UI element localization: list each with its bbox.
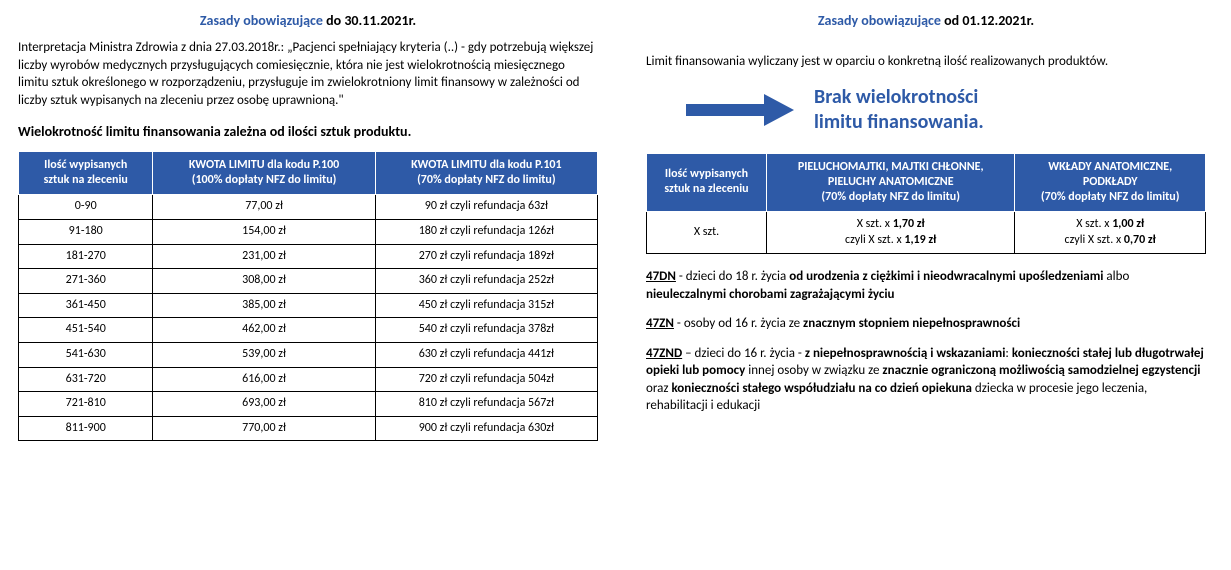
cell: 77,00 zł	[153, 195, 375, 220]
table-row: 361-450385,00 zł450 zł czyli refundacja …	[19, 293, 598, 318]
cell: 360 zł czyli refundacja 252zł	[375, 269, 597, 294]
cell: 451-540	[19, 318, 153, 343]
rules-after-title: Zasady obowiązujące od 01.12.2021r.	[646, 12, 1206, 29]
cell: 271-360	[19, 269, 153, 294]
cell: 631-720	[19, 367, 153, 392]
cell: 308,00 zł	[153, 269, 375, 294]
multiplicity-subtitle: Wielokrotność limitu finansowania zależn…	[18, 123, 598, 141]
cell: 361-450	[19, 293, 153, 318]
cell: 270 zł czyli refundacja 189zł	[375, 244, 597, 269]
cell: 181-270	[19, 244, 153, 269]
table-row: X szt. X szt. x 1,70 zł czyli X szt. x 1…	[647, 211, 1206, 254]
cell: 811-900	[19, 416, 153, 441]
table-row: 91-180154,00 zł180 zł czyli refundacja 1…	[19, 219, 598, 244]
table-row: 721-810693,00 zł810 zł czyli refundacja …	[19, 392, 598, 417]
title-blue: Zasady obowiązujące	[818, 12, 941, 29]
table-row: 181-270231,00 zł270 zł czyli refundacja …	[19, 244, 598, 269]
th-range: Ilość wypisanychsztuk na zleceniu	[647, 153, 767, 211]
limit-intro-text: Limit finansowania wyliczany jest w opar…	[646, 53, 1206, 71]
code-notes: 47DN - dzieci do 18 r. życia od urodzeni…	[646, 268, 1206, 415]
cell: 720 zł czyli refundacja 504zł	[375, 367, 597, 392]
table-row: 631-720616,00 zł720 zł czyli refundacja …	[19, 367, 598, 392]
cell: 450 zł czyli refundacja 315zł	[375, 293, 597, 318]
rules-after-panel: Zasady obowiązujące od 01.12.2021r. Limi…	[646, 12, 1206, 427]
cell: 721-810	[19, 392, 153, 417]
callout-row: Brak wielokrotnościlimitu finansowania.	[686, 85, 1206, 135]
cell: 900 zł czyli refundacja 630zł	[375, 416, 597, 441]
th-range: Ilość wypisanychsztuk na zleceniu	[19, 152, 153, 195]
rules-before-panel: Zasady obowiązujące do 30.11.2021r. Inte…	[18, 12, 598, 441]
cell: 154,00 zł	[153, 219, 375, 244]
cell: 462,00 zł	[153, 318, 375, 343]
note-47zn: 47ZN - osoby od 16 r. życia ze znacznym …	[646, 315, 1206, 333]
table-row: 451-540462,00 zł540 zł czyli refundacja …	[19, 318, 598, 343]
no-multiplicity-callout: Brak wielokrotnościlimitu finansowania.	[814, 85, 984, 135]
note-47znd: 47ZND – dzieci do 16 r. życia - z niepeł…	[646, 345, 1206, 415]
title-blue: Zasady obowiązujące	[200, 12, 323, 29]
cell: 385,00 zł	[153, 293, 375, 318]
th-diapers: PIELUCHOMAJTKI, MAJTKI CHŁONNE,PIELUCHY …	[767, 153, 1015, 211]
cell: 91-180	[19, 219, 153, 244]
th-pads: WKŁADY ANATOMICZNE,PODKŁADY(70% dopłaty …	[1015, 153, 1206, 211]
cell: 231,00 zł	[153, 244, 375, 269]
cell: 539,00 zł	[153, 342, 375, 367]
cell-diapers: X szt. x 1,70 zł czyli X szt. x 1,19 zł	[767, 211, 1015, 254]
limit-table-after: Ilość wypisanychsztuk na zleceniu PIELUC…	[646, 153, 1206, 255]
cell: 630 zł czyli refundacja 441zł	[375, 342, 597, 367]
title-black: od 01.12.2021r.	[941, 12, 1034, 29]
cell: 180 zł czyli refundacja 126zł	[375, 219, 597, 244]
cell: 540 zł czyli refundacja 378zł	[375, 318, 597, 343]
note-47dn: 47DN - dzieci do 18 r. życia od urodzeni…	[646, 268, 1206, 303]
cell: 541-630	[19, 342, 153, 367]
cell: 693,00 zł	[153, 392, 375, 417]
cell: 810 zł czyli refundacja 567zł	[375, 392, 597, 417]
interpretation-text: Interpretacja Ministra Zdrowia z dnia 27…	[18, 39, 598, 109]
table-row: 0-9077,00 zł90 zł czyli refundacja 63zł	[19, 195, 598, 220]
title-black: do 30.11.2021r.	[323, 12, 416, 29]
arrow-right-icon	[686, 92, 796, 128]
cell: 770,00 zł	[153, 416, 375, 441]
table-row: 811-900770,00 zł900 zł czyli refundacja …	[19, 416, 598, 441]
th-p101: KWOTA LIMITU dla kodu P.101(70% dopłaty …	[375, 152, 597, 195]
table-row: 271-360308,00 zł360 zł czyli refundacja …	[19, 269, 598, 294]
cell: 90 zł czyli refundacja 63zł	[375, 195, 597, 220]
table-row: 541-630539,00 zł630 zł czyli refundacja …	[19, 342, 598, 367]
cell-qty: X szt.	[647, 211, 767, 254]
limit-table-before: Ilość wypisanychsztuk na zleceniu KWOTA …	[18, 151, 598, 441]
th-p100: KWOTA LIMITU dla kodu P.100(100% dopłaty…	[153, 152, 375, 195]
cell: 616,00 zł	[153, 367, 375, 392]
rules-before-title: Zasady obowiązujące do 30.11.2021r.	[18, 12, 598, 29]
cell-pads: X szt. x 1,00 zł czyli X szt. x 0,70 zł	[1015, 211, 1206, 254]
cell: 0-90	[19, 195, 153, 220]
